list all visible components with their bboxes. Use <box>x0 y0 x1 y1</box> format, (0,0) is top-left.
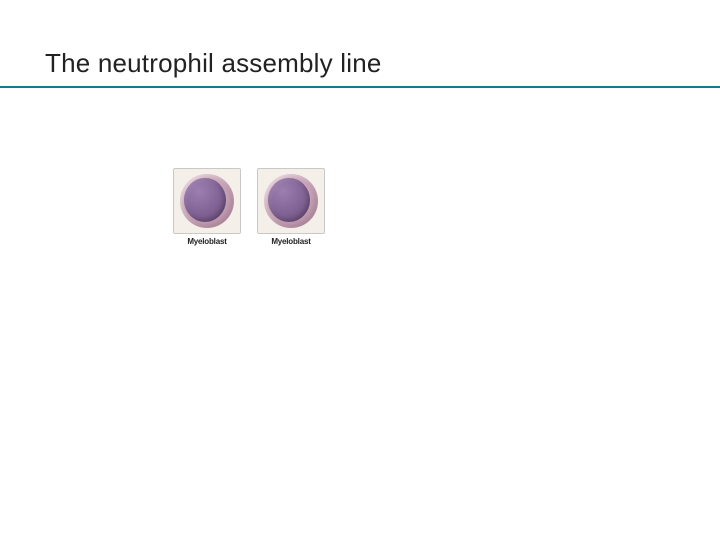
cell-card-0: Myeloblast <box>170 168 244 246</box>
cells-row: Myeloblast Myeloblast <box>170 168 328 246</box>
page-title: The neutrophil assembly line <box>45 48 382 79</box>
cytoplasm-icon <box>180 174 234 228</box>
nucleus-icon <box>268 178 310 222</box>
cell-label: Myeloblast <box>271 237 310 246</box>
cell-card-1: Myeloblast <box>254 168 328 246</box>
cell-label: Myeloblast <box>187 237 226 246</box>
slide: The neutrophil assembly line Myeloblast … <box>0 0 720 540</box>
title-underline <box>0 86 720 88</box>
nucleus-icon <box>184 178 226 222</box>
cytoplasm-icon <box>264 174 318 228</box>
cell-illustration-myeloblast <box>173 168 241 234</box>
cell-illustration-myeloblast <box>257 168 325 234</box>
title-block: The neutrophil assembly line <box>45 48 382 79</box>
